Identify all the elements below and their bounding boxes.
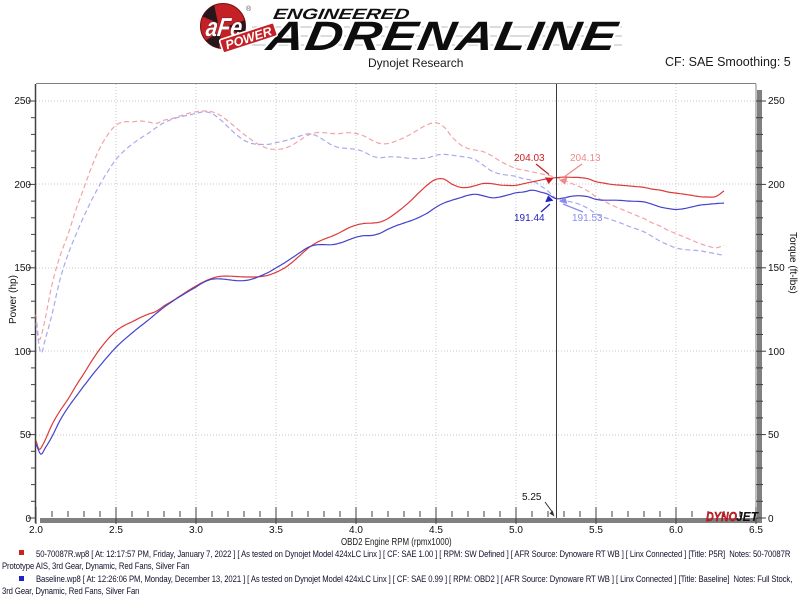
svg-text:204.13: 204.13: [570, 153, 601, 164]
svg-text:204.03: 204.03: [514, 153, 545, 164]
svg-text:®: ®: [246, 5, 252, 13]
svg-text:4.5: 4.5: [429, 525, 443, 536]
svg-text:2.0: 2.0: [29, 525, 43, 536]
svg-text:150: 150: [768, 263, 785, 274]
svg-text:ENGINEERED: ENGINEERED: [272, 6, 411, 23]
svg-text:6.0: 6.0: [669, 525, 683, 536]
svg-text:6.5: 6.5: [749, 525, 763, 536]
svg-text:200: 200: [14, 180, 31, 191]
svg-text:100: 100: [14, 347, 31, 358]
svg-text:JET: JET: [736, 509, 759, 524]
svg-text:250: 250: [14, 96, 31, 107]
svg-text:DYNO: DYNO: [706, 509, 737, 524]
svg-text:2.5: 2.5: [109, 525, 123, 536]
svg-text:191.44: 191.44: [514, 213, 545, 224]
svg-text:ADRENALINE: ADRENALINE: [262, 13, 622, 59]
svg-text:50: 50: [768, 430, 780, 441]
svg-text:0: 0: [25, 514, 31, 525]
svg-text:4.0: 4.0: [349, 525, 363, 536]
svg-text:5.25: 5.25: [522, 492, 542, 503]
svg-text:150: 150: [14, 263, 31, 274]
svg-text:250: 250: [768, 96, 785, 107]
svg-text:200: 200: [768, 180, 785, 191]
svg-text:5.0: 5.0: [509, 525, 523, 536]
svg-text:5.5: 5.5: [589, 525, 603, 536]
svg-text:50: 50: [20, 430, 32, 441]
svg-text:100: 100: [768, 347, 785, 358]
svg-text:0: 0: [768, 514, 774, 525]
svg-text:ADRENALINE: ADRENALINE: [262, 13, 622, 59]
svg-text:3.5: 3.5: [269, 525, 283, 536]
svg-text:3.0: 3.0: [189, 525, 203, 536]
svg-text:191.53: 191.53: [572, 213, 603, 224]
svg-text:ENGINEERED: ENGINEERED: [272, 6, 411, 23]
